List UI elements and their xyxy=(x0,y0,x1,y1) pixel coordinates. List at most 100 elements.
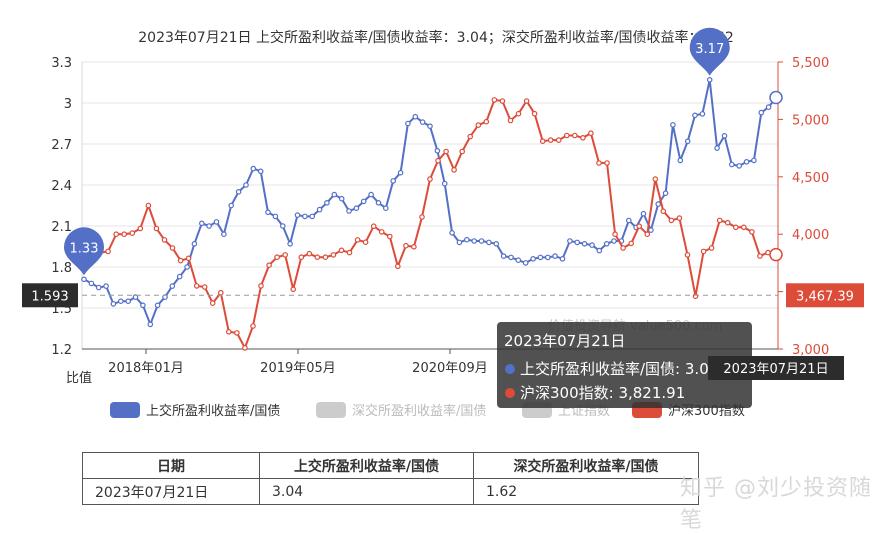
data-point xyxy=(213,219,220,225)
data-point xyxy=(331,191,338,198)
data-point xyxy=(140,302,146,309)
data-point xyxy=(604,160,610,166)
data-point xyxy=(302,213,308,220)
data-point xyxy=(353,205,360,212)
y-left-tick-label: 1.8 xyxy=(51,261,72,276)
data-point xyxy=(272,213,279,220)
data-point xyxy=(648,227,654,233)
data-point xyxy=(346,249,353,256)
y-right-tick-label: 4,000 xyxy=(792,228,829,243)
watermark: 知乎 @刘少投资随笔 xyxy=(680,476,872,533)
data-point xyxy=(660,208,667,215)
table-header-sh-ratio: 上交所盈利收益率/国债 xyxy=(259,452,474,479)
table-cell-sz-ratio: 1.62 xyxy=(473,478,699,505)
data-point xyxy=(434,148,441,154)
data-point xyxy=(456,239,463,246)
data-point xyxy=(394,263,401,270)
data-point xyxy=(419,119,426,125)
data-point xyxy=(368,191,374,198)
data-point xyxy=(177,257,184,264)
data-point xyxy=(728,161,735,168)
data-point xyxy=(732,224,739,231)
data-point xyxy=(294,212,301,218)
crosshair-label-left: 1.593 xyxy=(31,289,68,304)
data-point xyxy=(103,283,109,289)
data-point xyxy=(522,260,529,266)
data-point xyxy=(652,176,659,182)
table-row: 2023年07月21日 3.04 1.62 xyxy=(82,478,699,505)
data-point xyxy=(338,195,345,202)
data-point xyxy=(507,117,514,124)
data-point xyxy=(749,229,755,235)
data-point xyxy=(459,148,466,155)
data-point xyxy=(574,239,581,246)
data-point xyxy=(405,120,411,127)
data-point xyxy=(266,262,272,269)
data-point xyxy=(176,273,183,280)
data-point xyxy=(193,283,200,289)
data-point xyxy=(708,245,715,251)
data-point xyxy=(185,255,192,262)
x-tick-label: 2018年01月 xyxy=(108,361,184,376)
data-point xyxy=(378,229,385,235)
y-left-tick-label: 3 xyxy=(64,97,72,112)
data-point xyxy=(228,202,235,209)
y-right-tick-label: 5,000 xyxy=(792,113,829,128)
data-point xyxy=(346,208,352,214)
y-right-tick-label: 4,500 xyxy=(792,171,829,186)
data-point xyxy=(324,200,330,206)
data-point xyxy=(500,253,507,259)
data-point xyxy=(716,217,723,224)
data-point xyxy=(589,242,595,248)
data-point xyxy=(670,122,676,128)
data-point xyxy=(677,157,684,164)
data-point xyxy=(169,245,176,251)
y-right-tick-label: 3,000 xyxy=(792,343,829,358)
data-point xyxy=(161,237,168,243)
data-point xyxy=(147,321,154,328)
hover-point-left xyxy=(769,90,783,105)
data-point xyxy=(287,241,293,247)
data-point xyxy=(571,132,578,139)
data-point xyxy=(370,223,377,230)
data-point xyxy=(132,294,139,300)
extreme-marker-label: 3.17 xyxy=(695,42,724,57)
data-point xyxy=(242,345,248,351)
data-point xyxy=(243,182,249,188)
data-point xyxy=(309,213,316,220)
data-point xyxy=(699,111,706,117)
data-point xyxy=(486,239,492,246)
table-header-sz-ratio: 深交所盈利收益率/国债 xyxy=(473,452,699,479)
extreme-marker xyxy=(689,27,730,76)
data-point xyxy=(740,224,747,231)
data-point xyxy=(397,169,404,176)
data-point xyxy=(499,98,506,104)
data-point xyxy=(721,133,728,139)
data-point xyxy=(226,328,232,335)
data-point xyxy=(81,276,87,283)
data-point xyxy=(655,201,662,207)
data-point xyxy=(625,217,632,224)
data-point xyxy=(118,298,124,305)
y-left-tick-label: 1.2 xyxy=(51,343,72,358)
data-point xyxy=(235,189,242,195)
data-point xyxy=(706,77,713,83)
data-point xyxy=(184,264,190,270)
data-table: 日期 上交所盈利收益率/国债 深交所盈利收益率/国债 2023年07月21日 3… xyxy=(82,452,699,505)
data-point xyxy=(375,200,382,206)
data-point xyxy=(419,214,425,220)
data-point xyxy=(282,252,289,258)
data-point xyxy=(290,286,297,293)
tooltip-date: 2023年07月21日 xyxy=(504,332,625,350)
legend-swatch xyxy=(110,402,140,418)
data-point xyxy=(250,323,256,329)
data-point xyxy=(493,241,500,247)
data-point xyxy=(451,167,457,173)
tooltip-pointer-date: 2023年07月21日 xyxy=(723,362,828,377)
data-point xyxy=(588,130,594,137)
data-point xyxy=(471,238,478,244)
x-tick-label: 2019年05月 xyxy=(260,361,336,376)
legend-swatch xyxy=(316,402,346,418)
data-point xyxy=(668,217,675,224)
data-point xyxy=(539,138,546,145)
